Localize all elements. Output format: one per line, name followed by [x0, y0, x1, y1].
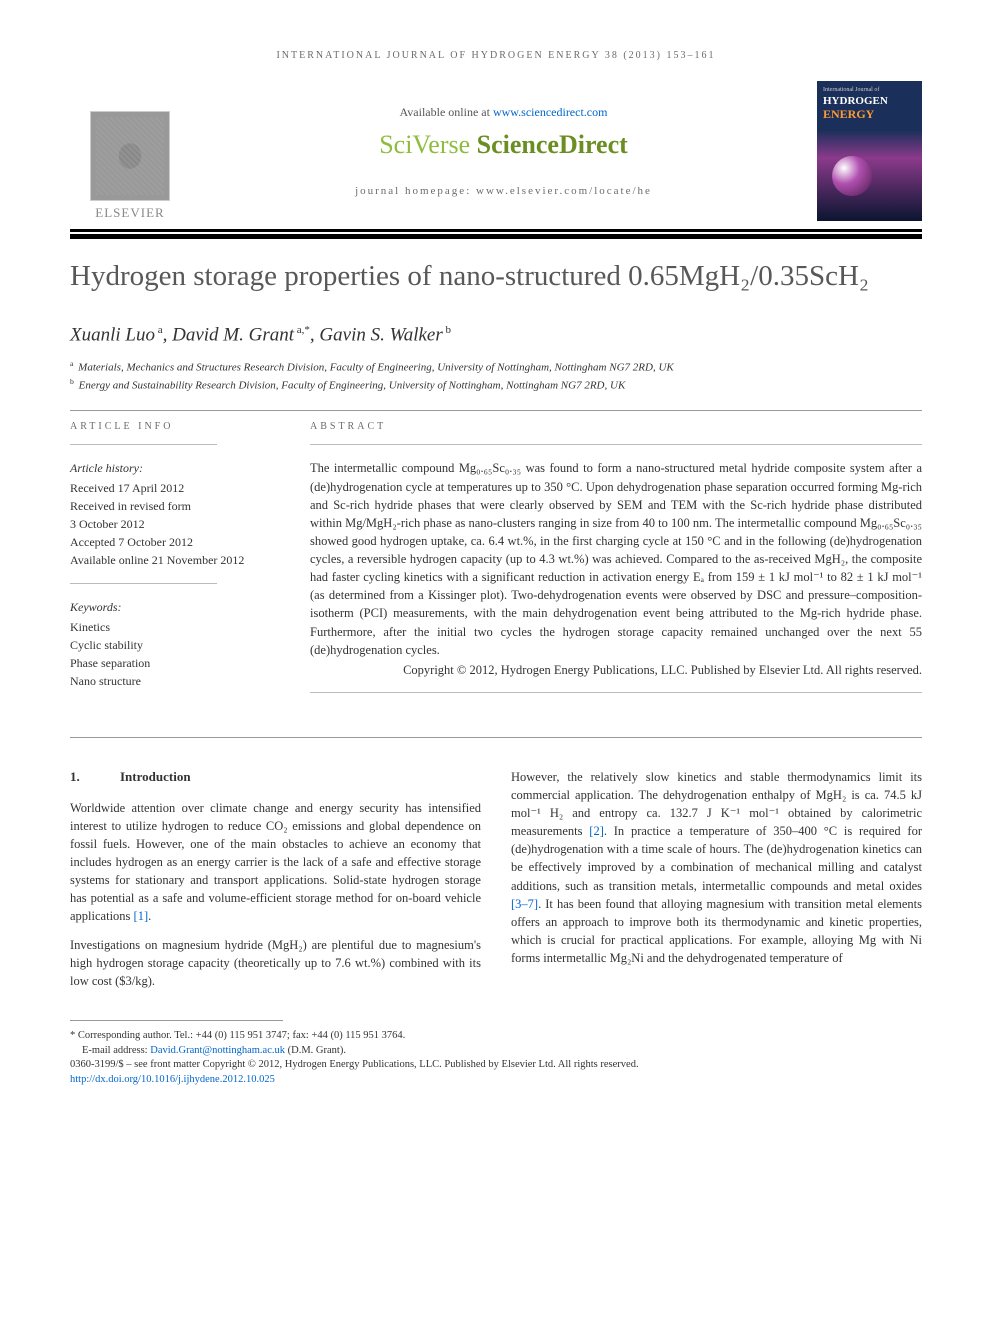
affiliation-line: a Materials, Mechanics and Structures Re… [70, 358, 922, 376]
ref-link-1[interactable]: [1] [134, 909, 149, 923]
affiliations: a Materials, Mechanics and Structures Re… [70, 358, 922, 394]
keywords-block: Keywords: KineticsCyclic stabilityPhase … [70, 598, 280, 690]
history-line: 3 October 2012 [70, 515, 280, 533]
article-title: Hydrogen storage properties of nano-stru… [70, 259, 922, 294]
body-text: . It has been found that alloying magnes… [511, 897, 922, 965]
journal-citation: INTERNATIONAL JOURNAL OF HYDROGEN ENERGY… [70, 50, 922, 61]
abstract: ABSTRACT The intermetallic compound Mg₀.… [310, 421, 922, 706]
history-label: Article history: [70, 459, 280, 477]
email-link[interactable]: David.Grant@nottingham.ac.uk [150, 1045, 285, 1056]
doi-link[interactable]: http://dx.doi.org/10.1016/j.ijhydene.201… [70, 1074, 275, 1085]
corresponding-author: * Corresponding author. Tel.: +44 (0) 11… [70, 1029, 922, 1044]
available-online: Available online at www.sciencedirect.co… [210, 105, 797, 120]
authors: Xuanli Luo a, David M. Grant a,*, Gavin … [70, 324, 922, 346]
abstract-heading: ABSTRACT [310, 421, 922, 432]
keyword-line: Nano structure [70, 672, 280, 690]
sciverse-bold: ScienceDirect [477, 130, 628, 159]
thick-rule [70, 234, 922, 239]
section-title: Introduction [120, 768, 191, 787]
keyword-line: Phase separation [70, 654, 280, 672]
email-suffix: (D.M. Grant). [285, 1045, 346, 1056]
info-sep [70, 583, 217, 584]
available-online-text: Available online at [400, 105, 493, 119]
affiliation-line: b Energy and Sustainability Research Div… [70, 376, 922, 394]
body-paragraph: Worldwide attention over climate change … [70, 799, 481, 926]
ref-link-3-7[interactable]: [3–7] [511, 897, 538, 911]
journal-homepage: journal homepage: www.elsevier.com/locat… [210, 185, 797, 197]
ref-link-2[interactable]: [2] [589, 824, 604, 838]
banner-right: International Journal of HYDROGEN ENERGY [817, 81, 922, 221]
article-info-heading: ARTICLE INFO [70, 421, 280, 432]
body-paragraph: However, the relatively slow kinetics an… [511, 768, 922, 967]
sciverse-light: SciVerse [379, 130, 476, 159]
keyword-line: Cyclic stability [70, 636, 280, 654]
info-sep [70, 444, 217, 445]
history-line: Available online 21 November 2012 [70, 551, 280, 569]
cover-orb-icon [832, 156, 872, 196]
cover-line1: International Journal of [823, 87, 916, 93]
abstract-sep [310, 444, 922, 445]
elsevier-label: ELSEVIER [95, 205, 164, 221]
body-columns: 1. Introduction Worldwide attention over… [70, 768, 922, 1000]
cover-line3: ENERGY [823, 107, 916, 122]
abstract-text: The intermetallic compound Mg₀.₆₅Sc₀.₃₅ … [310, 459, 922, 658]
history-line: Accepted 7 October 2012 [70, 533, 280, 551]
info-abstract-row: ARTICLE INFO Article history: Received 1… [70, 421, 922, 706]
article-info: ARTICLE INFO Article history: Received 1… [70, 421, 280, 706]
divider [70, 737, 922, 738]
history-line: Received 17 April 2012 [70, 479, 280, 497]
cover-line2: HYDROGEN [823, 95, 916, 107]
keyword-line: Kinetics [70, 618, 280, 636]
body-col-right: However, the relatively slow kinetics an… [511, 768, 922, 1000]
body-col-left: 1. Introduction Worldwide attention over… [70, 768, 481, 1000]
article-history: Article history: Received 17 April 2012R… [70, 459, 280, 569]
abstract-copyright: Copyright © 2012, Hydrogen Energy Public… [310, 663, 922, 678]
elsevier-tree-icon [90, 111, 170, 201]
journal-cover: International Journal of HYDROGEN ENERGY [817, 81, 922, 221]
footer-notes: * Corresponding author. Tel.: +44 (0) 11… [70, 1029, 922, 1088]
sciverse-logo: SciVerse ScienceDirect [210, 130, 797, 160]
banner: ELSEVIER Available online at www.science… [70, 81, 922, 232]
publisher-logo-block: ELSEVIER [70, 81, 190, 221]
banner-center: Available online at www.sciencedirect.co… [190, 105, 817, 197]
history-line: Received in revised form [70, 497, 280, 515]
keywords-label: Keywords: [70, 598, 280, 616]
section-heading: 1. Introduction [70, 768, 481, 787]
body-paragraph: Investigations on magnesium hydride (MgH… [70, 936, 481, 990]
section-num: 1. [70, 768, 120, 787]
abstract-sep-bottom [310, 692, 922, 693]
body-text: Worldwide attention over climate change … [70, 801, 481, 924]
footer-sep [70, 1020, 283, 1021]
sciencedirect-link[interactable]: www.sciencedirect.com [493, 105, 608, 119]
email-line: E-mail address: David.Grant@nottingham.a… [70, 1044, 922, 1059]
divider [70, 410, 922, 411]
email-label: E-mail address: [82, 1045, 150, 1056]
issn-line: 0360-3199/$ – see front matter Copyright… [70, 1058, 922, 1073]
